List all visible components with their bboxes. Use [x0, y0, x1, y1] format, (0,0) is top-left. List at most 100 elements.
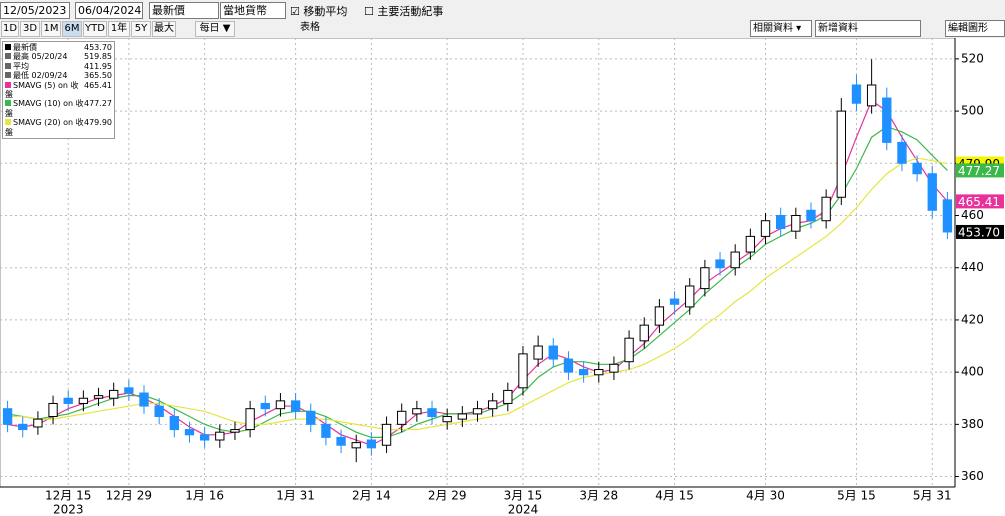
candle	[427, 400, 437, 425]
candle-body	[851, 84, 862, 104]
candle	[866, 59, 877, 114]
candle	[533, 335, 543, 367]
candle-body	[336, 436, 346, 446]
candle	[821, 189, 831, 229]
candle	[199, 426, 210, 448]
candle-body	[139, 392, 149, 407]
x-tick-label: 4月 30	[746, 489, 785, 503]
candle	[33, 411, 43, 435]
candle-body	[897, 141, 907, 164]
candle	[275, 393, 286, 417]
legend-swatch	[5, 53, 11, 60]
period-button[interactable]: YTD	[83, 21, 107, 37]
candle	[215, 424, 225, 448]
candle	[882, 87, 892, 151]
candle	[609, 356, 619, 380]
candle	[791, 207, 801, 240]
candle-body	[821, 196, 831, 222]
legend-row: SMAVG (20) on 收盤 479.90	[5, 118, 112, 137]
events-label: 主要活動紀事	[377, 5, 444, 18]
candle	[912, 155, 922, 182]
price-tag-label: 465.41	[958, 195, 1000, 209]
period-button[interactable]: 最大	[152, 21, 176, 37]
related-data[interactable]: 相關資料 ▾	[750, 20, 812, 37]
candle-body	[563, 358, 574, 373]
period-button[interactable]: 5Y	[131, 21, 151, 37]
candle	[321, 416, 331, 446]
y-tick-label: 360	[961, 469, 984, 483]
candle	[594, 361, 604, 383]
legend-row: 最高 05/20/24 519.85	[5, 52, 112, 61]
legend-value: 453.70	[84, 43, 112, 52]
period-button[interactable]: 1年	[108, 21, 130, 37]
candle-body	[275, 400, 286, 410]
legend-value: 479.90	[84, 118, 112, 128]
legend-value: 519.85	[84, 52, 112, 62]
candle-body	[578, 369, 589, 376]
candle-body	[866, 84, 877, 107]
legend-swatch	[5, 44, 11, 50]
price-tag	[956, 163, 1004, 178]
candle	[109, 382, 119, 407]
table-button[interactable]: 表格	[300, 22, 320, 33]
start-date[interactable]: 12/05/2023	[0, 2, 70, 19]
candle-body	[306, 410, 316, 425]
price-tag-label: 453.70	[958, 225, 1000, 239]
candle	[776, 207, 786, 237]
x-tick-label: 5月 31	[913, 489, 952, 503]
moving-average-label: 移動平均	[303, 5, 348, 18]
candle	[669, 291, 680, 315]
candle	[942, 192, 953, 240]
candle	[306, 403, 316, 433]
legend-value: 477.27	[84, 99, 112, 109]
candle	[351, 434, 361, 463]
candle-body	[215, 431, 225, 441]
period-button[interactable]: 1M	[41, 21, 61, 37]
price-tag	[956, 194, 1004, 209]
period-button[interactable]: 3D	[20, 21, 40, 37]
candle-body	[548, 345, 558, 360]
legend-swatch	[5, 81, 11, 88]
candle	[78, 390, 89, 412]
candle-body	[700, 267, 710, 290]
currency[interactable]: 當地貨幣	[220, 2, 286, 19]
candle-body	[609, 363, 619, 373]
candle	[654, 299, 665, 333]
moving-average-toggle[interactable]: ☑ 移動平均	[290, 5, 348, 18]
candle	[63, 390, 73, 412]
candle-body	[63, 397, 73, 404]
legend-row: 最新價 453.70	[5, 43, 112, 52]
y-tick-label: 400	[961, 365, 984, 379]
candle	[685, 278, 695, 315]
candle	[518, 346, 528, 396]
candle-body	[836, 110, 846, 198]
candle-body	[93, 395, 104, 399]
period-button[interactable]: 6M	[62, 21, 82, 37]
x-tick-label: 5月 15	[837, 489, 876, 503]
candle-body	[199, 434, 210, 441]
legend-row: SMAVG (10) on 收盤 477.27	[5, 99, 112, 118]
candle-body	[245, 408, 255, 431]
edit-chart[interactable]: 編輯圖形	[945, 20, 1005, 37]
legend-swatch	[5, 100, 11, 107]
frequency[interactable]: 每日 ▼	[195, 21, 235, 37]
candle	[154, 398, 164, 425]
events-toggle[interactable]: ☐ 主要活動紀事	[364, 5, 444, 18]
candle-body	[184, 429, 195, 436]
period-button[interactable]: 1D	[1, 21, 19, 37]
price-field[interactable]: 最新價	[149, 2, 219, 19]
x-tick-label: 2月 29	[428, 489, 467, 503]
legend-text: 最高 05/20/24	[13, 52, 68, 62]
candle	[745, 228, 756, 260]
candle-body	[457, 413, 468, 420]
candle	[700, 259, 710, 297]
end-date[interactable]: 06/04/2024	[75, 2, 143, 19]
x-tick-label: 2月 14	[352, 489, 391, 503]
candle-body	[715, 259, 725, 269]
candle	[18, 416, 28, 438]
add-data[interactable]: 新增資料	[815, 20, 921, 37]
legend-row: 最低 02/09/24 365.50	[5, 71, 112, 80]
x-tick-label: 1月 16	[185, 489, 224, 503]
candle	[624, 330, 634, 370]
